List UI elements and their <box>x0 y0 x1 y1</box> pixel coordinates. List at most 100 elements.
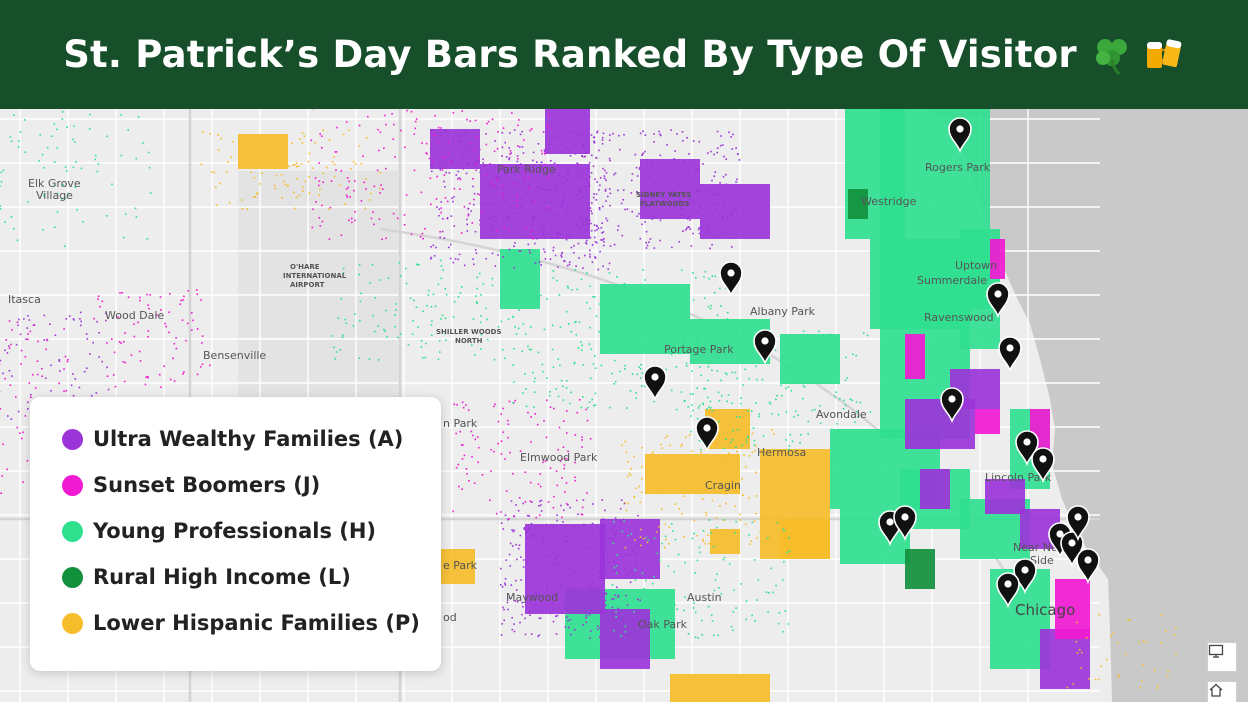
segment-dot <box>457 463 460 466</box>
bar-pin-icon[interactable] <box>643 365 667 402</box>
segment-dot <box>538 634 541 636</box>
segment-dot <box>54 334 57 336</box>
bar-pin-icon[interactable] <box>986 282 1010 319</box>
segment-dot <box>672 530 674 532</box>
segment-dot <box>515 589 518 591</box>
segment-dot <box>532 238 535 240</box>
bar-pin-icon[interactable] <box>996 572 1020 609</box>
bar-pin-icon[interactable] <box>1066 505 1090 542</box>
segment-dot <box>468 202 471 205</box>
home-button[interactable] <box>1207 681 1237 702</box>
segment-dot <box>852 353 854 356</box>
segment-dot <box>1085 637 1088 639</box>
segment-dot <box>609 204 611 207</box>
segment-dot <box>590 229 593 232</box>
bar-pin-icon[interactable] <box>948 117 972 154</box>
segment-dot <box>768 358 771 361</box>
segment-dot <box>714 292 716 294</box>
segment-dot <box>634 539 636 541</box>
segment-dot <box>664 349 667 352</box>
segment-dot <box>618 629 621 632</box>
segment-dot <box>603 237 605 240</box>
segment-dot <box>640 638 642 640</box>
bar-pin-icon[interactable] <box>753 329 777 366</box>
segment-dot <box>225 170 228 173</box>
segment-dot <box>746 442 748 444</box>
bar-pin-icon[interactable] <box>998 336 1022 373</box>
segment-dot <box>274 187 277 190</box>
segment-dot <box>630 467 632 470</box>
segment-dot <box>474 354 476 356</box>
segment-dot <box>688 215 690 218</box>
segment-dot <box>436 153 438 155</box>
segment-dot <box>201 363 204 366</box>
segment-dot <box>242 158 245 160</box>
segment-dot <box>432 161 434 163</box>
segment-dot <box>764 526 766 528</box>
segment-dot <box>383 147 385 149</box>
segment-dot <box>503 226 505 228</box>
segment-dot <box>119 292 121 294</box>
segment-dot <box>445 130 447 132</box>
segment-dot <box>1127 619 1129 621</box>
segment-dot <box>711 243 713 246</box>
segment-dot <box>591 202 593 204</box>
segment-dot <box>11 329 13 331</box>
segment-dot <box>823 339 825 342</box>
segment-dot <box>513 529 516 532</box>
segment-dot <box>636 175 639 177</box>
bar-pin-icon[interactable] <box>719 261 743 298</box>
bar-pin-icon[interactable] <box>1031 447 1055 484</box>
segment-dot <box>674 503 677 505</box>
segment-dot <box>149 294 151 296</box>
segment-dot <box>342 272 345 274</box>
segment-dot <box>784 610 787 612</box>
segment-dot <box>567 213 569 215</box>
segment-dot <box>674 193 677 195</box>
segment-dot <box>79 324 82 327</box>
monitor-button[interactable] <box>1207 642 1237 672</box>
segment-dot <box>585 616 587 619</box>
segment-dot <box>15 343 18 346</box>
bar-pin-icon[interactable] <box>1076 548 1100 585</box>
segment-dot <box>519 450 522 452</box>
segment-dot <box>1160 614 1163 616</box>
segment-dot <box>502 127 505 129</box>
segment-dot <box>731 439 734 441</box>
segment-dot <box>783 529 785 532</box>
segment-dot <box>734 532 737 534</box>
segment-dot <box>594 236 596 239</box>
segment-dot <box>721 344 724 346</box>
segment-dot <box>414 127 417 130</box>
map-area[interactable]: Elk Grove Village Park Ridge SIDNEY YATE… <box>0 109 1248 702</box>
segment-dot <box>677 200 679 202</box>
place-label: Westridge <box>861 195 917 208</box>
bar-pin-icon[interactable] <box>695 416 719 453</box>
segment-dot <box>434 114 436 117</box>
segment-dot <box>576 211 578 214</box>
segment-dot <box>502 528 505 530</box>
segment-dot <box>659 133 661 136</box>
segment-dot <box>785 387 787 390</box>
segment-dot <box>591 579 593 582</box>
segment-dot <box>689 228 692 231</box>
segment-dot <box>723 203 725 206</box>
segment-dot <box>624 368 626 370</box>
segment-dot <box>1110 634 1112 637</box>
segment-dot <box>643 179 646 181</box>
segment-dot <box>670 129 672 131</box>
legend-label: Rural High Income (L) <box>93 565 351 589</box>
segment-dot <box>496 230 498 232</box>
segment-dot <box>769 403 772 405</box>
segment-dot <box>600 239 602 241</box>
bar-pin-icon[interactable] <box>893 505 917 542</box>
segment-dot <box>469 120 471 122</box>
segment-dot <box>770 498 772 500</box>
segment-dot <box>43 193 46 195</box>
segment-dot <box>554 254 557 257</box>
segment-dot <box>120 342 122 344</box>
segment-dot <box>605 593 608 595</box>
segment-dot <box>530 290 532 293</box>
bar-pin-icon[interactable] <box>940 387 964 424</box>
segment-dot <box>549 209 551 211</box>
